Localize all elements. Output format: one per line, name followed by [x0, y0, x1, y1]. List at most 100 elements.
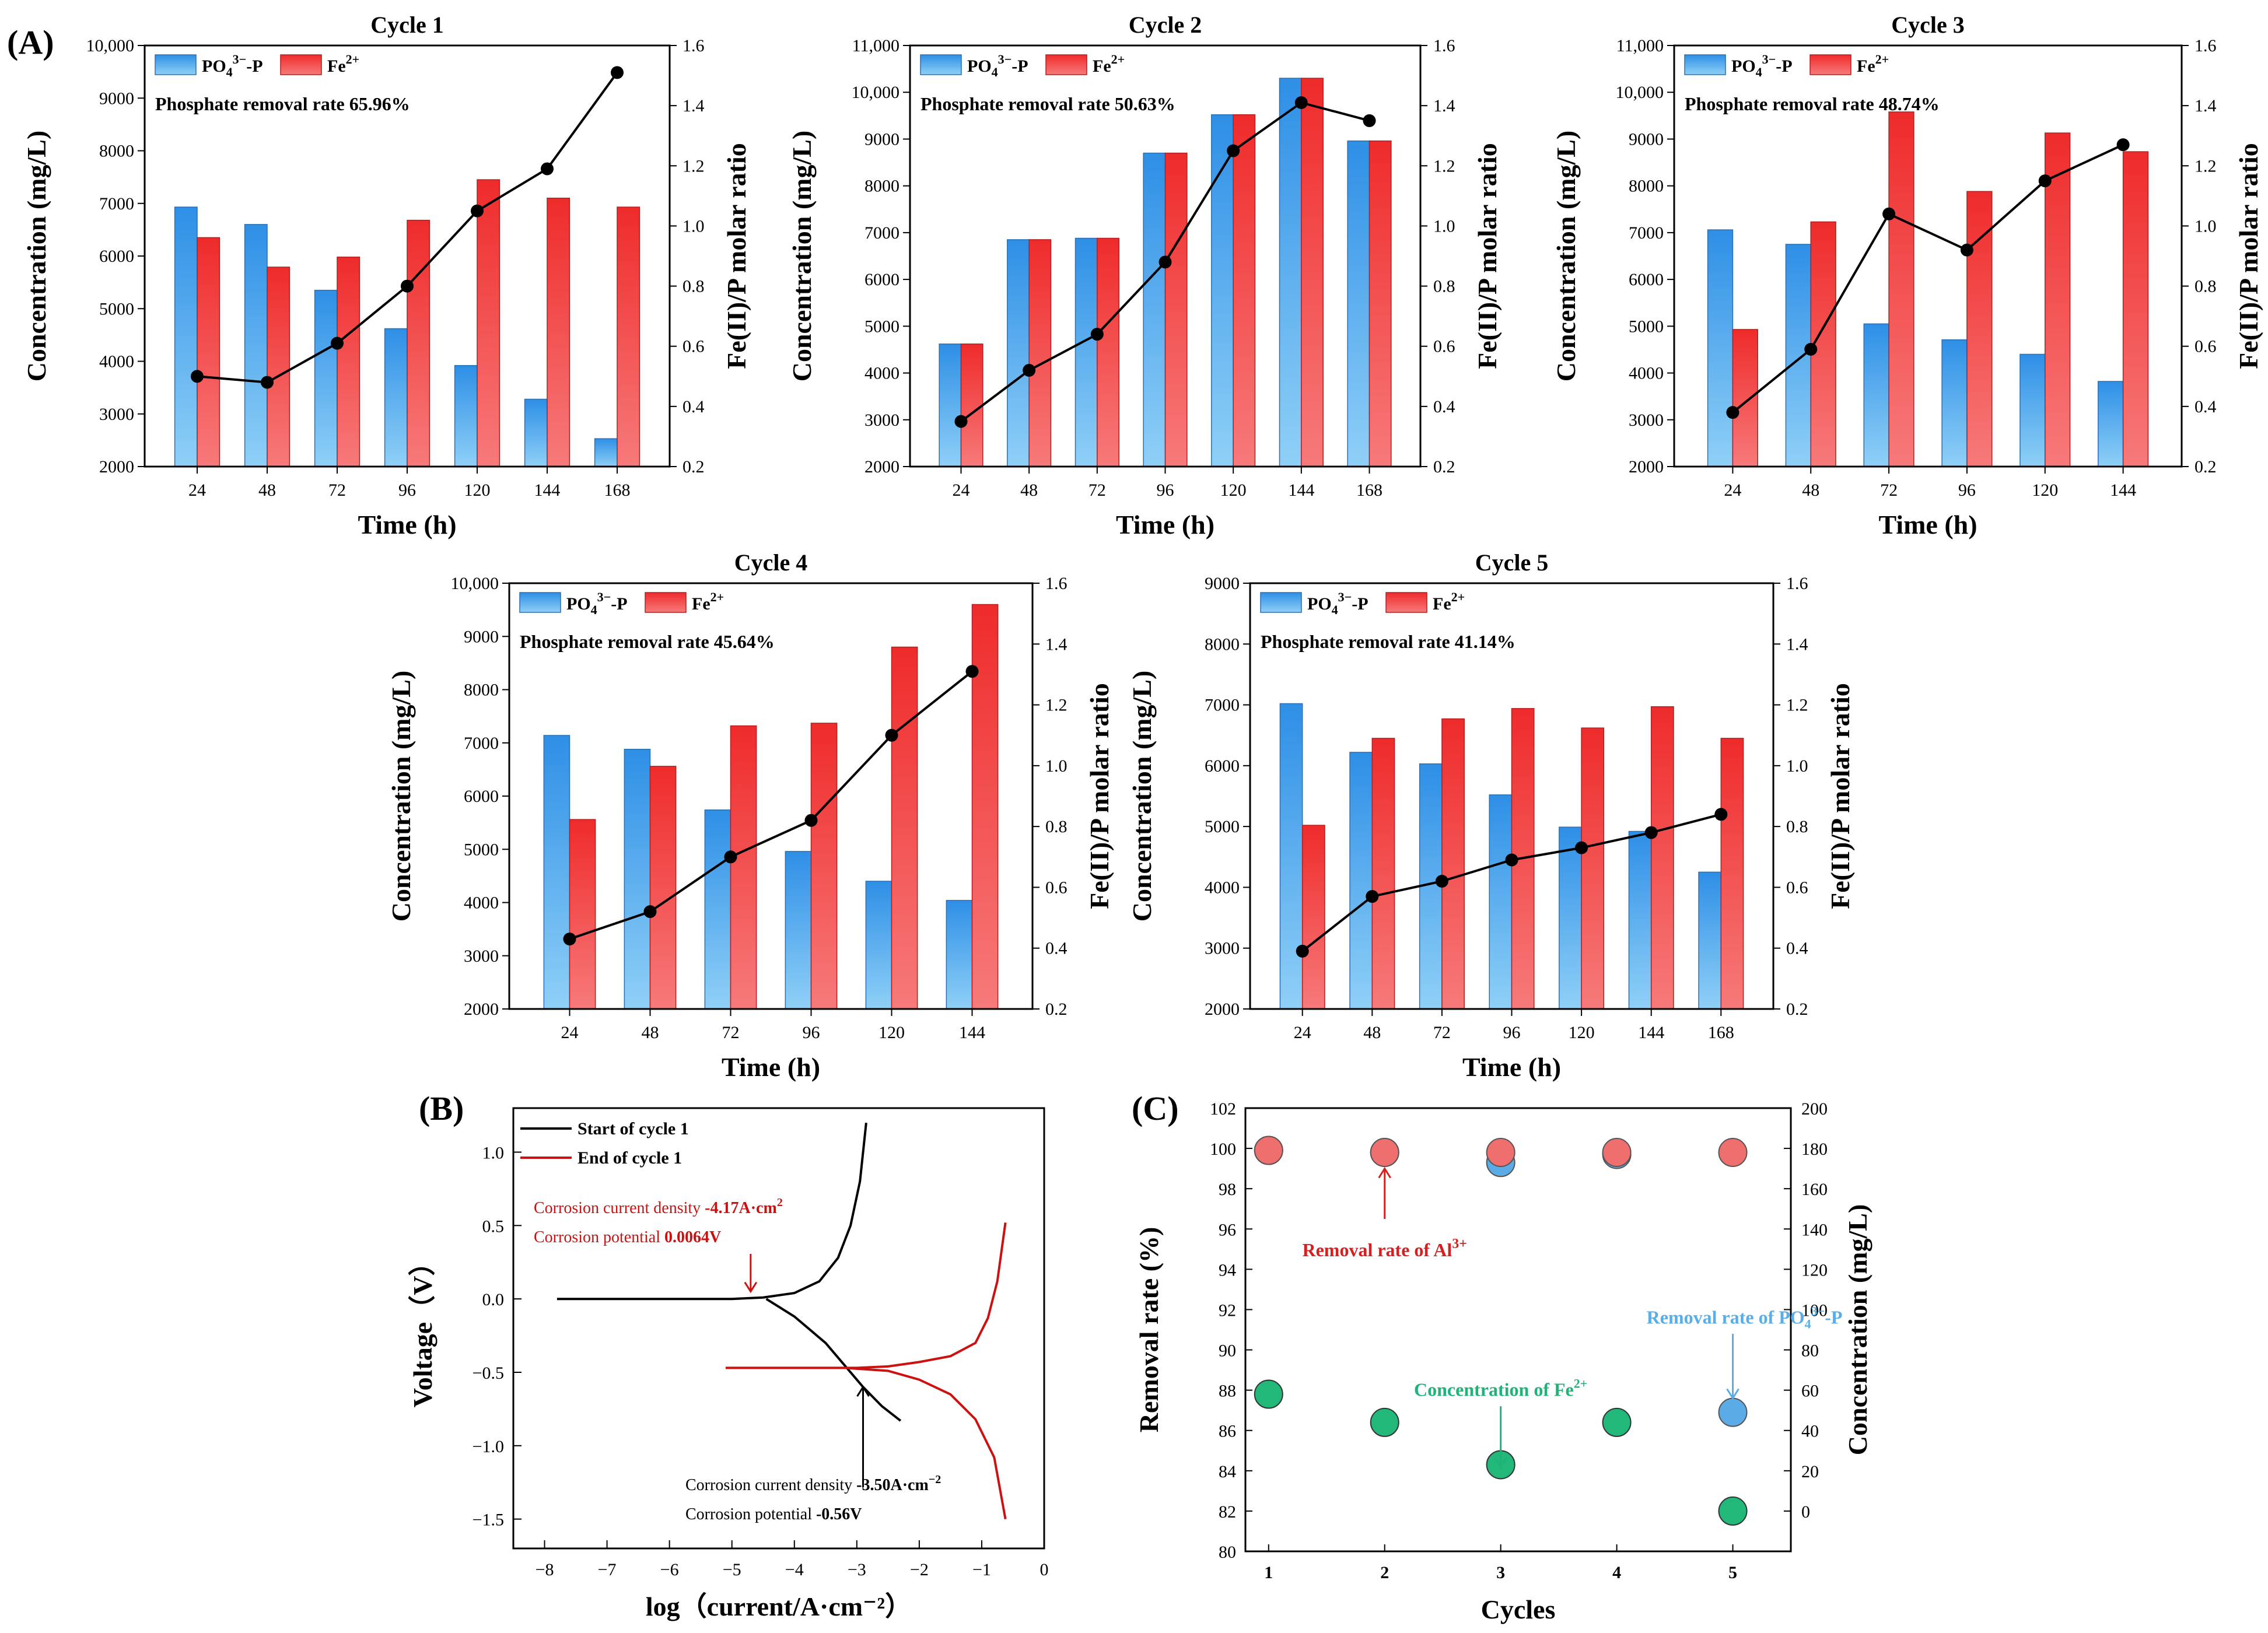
y-tick-label: 2000	[864, 457, 900, 476]
y-tick-label: 84	[1219, 1462, 1236, 1481]
fe-bar	[1028, 239, 1052, 467]
y-tick-label: 10,000	[86, 36, 135, 55]
polarization-curve	[765, 1298, 902, 1422]
y-tick-label: 82	[1219, 1502, 1236, 1522]
x-tick-label: 72	[1433, 1023, 1451, 1042]
y-axis-label: Concentration (mg/L)	[787, 131, 817, 382]
x-tick-label: 48	[258, 481, 276, 500]
phosphate-bar	[1279, 78, 1302, 467]
chart-title: Cycle 3	[1891, 12, 1965, 38]
plot-frame	[1249, 582, 1774, 1010]
y2-tick-label: 20	[1801, 1462, 1819, 1481]
y-axis-label: Voltage（V）	[408, 1249, 438, 1408]
phosphate-bar	[1863, 323, 1889, 467]
al-arrowhead	[1378, 1166, 1391, 1179]
y-tick-label: 92	[1219, 1301, 1236, 1320]
y2-tick-label: 1.0	[1433, 216, 1455, 236]
ratio-point	[965, 665, 979, 678]
y-tick-label: 3000	[1629, 411, 1664, 430]
phosphate-bar	[1559, 826, 1582, 1010]
y2-tick-label: 140	[1801, 1220, 1828, 1239]
al-removal-point	[1370, 1138, 1399, 1167]
po4-arrowhead	[1726, 1388, 1740, 1400]
y-tick-label: 5000	[99, 299, 134, 318]
y-tick-label: 6000	[864, 270, 900, 289]
y-tick-label: 6000	[99, 247, 134, 266]
y-axis-label: Concentration (mg/L)	[386, 671, 416, 922]
y-tick-label: 4000	[1629, 364, 1664, 383]
fe-bar	[1720, 738, 1744, 1010]
ratio-point	[1366, 890, 1379, 903]
black-arrowhead	[856, 1385, 870, 1397]
y2-tick-label: 0.2	[1433, 457, 1455, 476]
ratio-point	[541, 162, 554, 176]
fe-bar	[1097, 237, 1119, 467]
y-tick-label: 7000	[464, 734, 499, 753]
ratio-point	[1023, 363, 1036, 377]
y-tick-label: 4000	[99, 352, 134, 372]
phosphate-bar	[1143, 152, 1166, 467]
removal-rate-annotation: Phosphate removal rate 48.74%	[1685, 93, 1940, 114]
fe-bar	[960, 344, 984, 467]
y-tick-label: 100	[1210, 1140, 1236, 1159]
y2-tick-label: 1.4	[1786, 635, 1808, 654]
fe-bar	[547, 197, 570, 467]
y2-tick-label: 1.4	[682, 96, 705, 115]
y2-tick-label: 200	[1801, 1099, 1828, 1119]
y2-tick-label: 1.2	[2194, 156, 2217, 176]
ratio-point	[2038, 174, 2052, 188]
ratio-point	[1804, 342, 1818, 356]
x-axis-label: Time (h)	[1878, 510, 1977, 539]
ratio-point	[191, 370, 204, 383]
x-tick-label: 0	[1040, 1560, 1049, 1579]
y2-tick-label: 1.6	[682, 36, 705, 55]
fe-bar	[2045, 132, 2071, 467]
x-tick-label: 96	[803, 1023, 820, 1042]
chart-title: Cycle 1	[370, 12, 444, 38]
y-tick-label: 8000	[1205, 635, 1240, 654]
al-removal-point	[1254, 1136, 1283, 1165]
phosphate-bar	[2020, 353, 2046, 467]
cycle-3-chart: Cycle 3 24 48 72 96 120 144 2000 3000 4000 5000 600…	[1551, 12, 2263, 539]
x-tick-label: 96	[1157, 481, 1174, 500]
fe-arrowhead	[1494, 1457, 1507, 1469]
fe-bar	[1301, 78, 1324, 467]
y2-tick-label: 0.8	[1045, 817, 1068, 836]
y2-tick-label: 0.4	[2194, 397, 2217, 416]
y2-tick-label: 1.4	[1045, 635, 1068, 654]
x-axis-label: Time (h)	[358, 510, 456, 539]
y2-tick-label: 40	[1801, 1422, 1819, 1441]
y2-tick-label: 0.4	[1786, 939, 1808, 958]
panel-label-c: (C)	[1132, 1089, 1179, 1127]
y-tick-label: 2000	[1205, 1000, 1240, 1019]
legend-label-fe: Fe2+	[1857, 52, 1889, 76]
x-axis-label: Time (h)	[722, 1052, 820, 1082]
plot-frame	[1244, 1107, 1792, 1553]
phosphate-bar	[524, 398, 548, 467]
y2-tick-label: 1.6	[2194, 36, 2217, 55]
ratio-point	[1363, 114, 1376, 127]
phosphate-bar	[1349, 752, 1373, 1010]
legend-label-fe: Fe2+	[1093, 52, 1125, 76]
y2-tick-label: 1.4	[2194, 96, 2217, 115]
x-tick-label: −8	[536, 1560, 554, 1579]
fe-bar	[1441, 718, 1465, 1010]
y-axis-label: Concentration (mg/L)	[1127, 671, 1157, 922]
x-tick-label: 144	[534, 481, 561, 500]
red-annotation-line1: Corrosion current density -4.17A·cm2	[534, 1196, 783, 1217]
x-tick-label: −7	[598, 1560, 617, 1579]
fe-bar	[1966, 191, 1993, 467]
y-tick-label: 88	[1219, 1382, 1236, 1401]
x-axis-label: Time (h)	[1116, 510, 1214, 539]
y-tick-label: −0.5	[473, 1364, 504, 1383]
y-tick-label: 10,000	[451, 574, 499, 593]
phosphate-bar	[1698, 871, 1722, 1010]
po4-removal-point	[1718, 1397, 1748, 1427]
black-annotation-line2: Corrosion potential -0.56V	[685, 1505, 862, 1523]
x-tick-label: 120	[464, 481, 491, 500]
removal-rate-chart: 1 2 3 4 5 80 82 84 86 88 90 92 94 96 98 100 102 0 20 40 60 80…	[1134, 1099, 1873, 1624]
cycle-1-chart: Cycle 1 24 48 72 96 120 144 168 2000 3000 4000 5000…	[22, 12, 751, 539]
phosphate-bar	[1074, 237, 1098, 467]
fe-bar	[649, 766, 677, 1010]
x-tick-label: 144	[2110, 481, 2136, 500]
